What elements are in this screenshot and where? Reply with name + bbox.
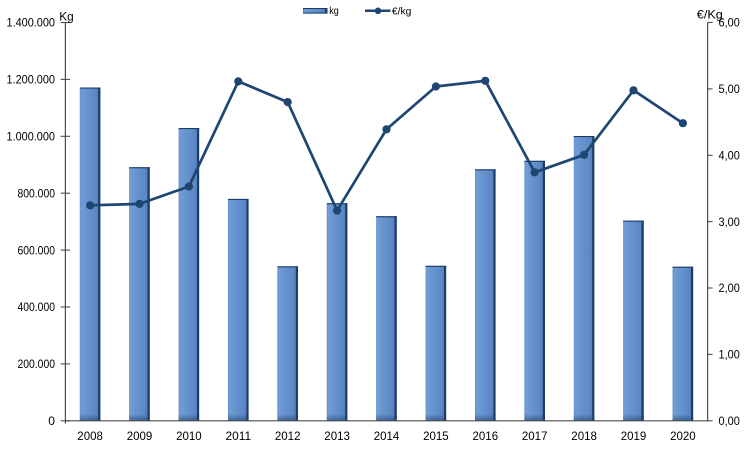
svg-text:6,00: 6,00: [719, 16, 741, 30]
svg-text:2018: 2018: [571, 429, 597, 443]
svg-text:2011: 2011: [226, 429, 252, 443]
svg-text:Kg: Kg: [59, 9, 73, 23]
svg-text:1.000.000: 1.000.000: [7, 130, 56, 144]
svg-text:2010: 2010: [176, 429, 202, 443]
svg-text:2017: 2017: [522, 429, 548, 443]
svg-text:1.400.000: 1.400.000: [7, 16, 56, 30]
svg-text:2008: 2008: [77, 429, 103, 443]
svg-text:€/Kg: €/Kg: [697, 8, 723, 22]
svg-text:3,00: 3,00: [719, 215, 741, 229]
svg-text:1,00: 1,00: [719, 348, 741, 362]
svg-text:200.000: 200.000: [18, 357, 56, 371]
svg-text:4,00: 4,00: [719, 149, 741, 163]
svg-text:0: 0: [48, 414, 55, 428]
svg-text:2019: 2019: [621, 429, 647, 443]
svg-text:2012: 2012: [275, 429, 301, 443]
svg-text:1.200.000: 1.200.000: [7, 73, 56, 87]
svg-text:2016: 2016: [473, 429, 499, 443]
svg-text:2,00: 2,00: [719, 281, 741, 295]
svg-text:€/kg: €/kg: [392, 6, 412, 17]
svg-text:2009: 2009: [127, 429, 153, 443]
svg-text:600.000: 600.000: [18, 243, 56, 257]
svg-text:5,00: 5,00: [719, 82, 741, 96]
svg-text:2015: 2015: [423, 429, 449, 443]
svg-text:400.000: 400.000: [18, 300, 56, 314]
svg-text:kg: kg: [329, 6, 339, 17]
svg-text:2014: 2014: [374, 429, 400, 443]
svg-text:2013: 2013: [324, 429, 350, 443]
svg-text:2020: 2020: [670, 429, 696, 443]
svg-text:800.000: 800.000: [18, 186, 56, 200]
svg-text:0,00: 0,00: [719, 414, 741, 428]
